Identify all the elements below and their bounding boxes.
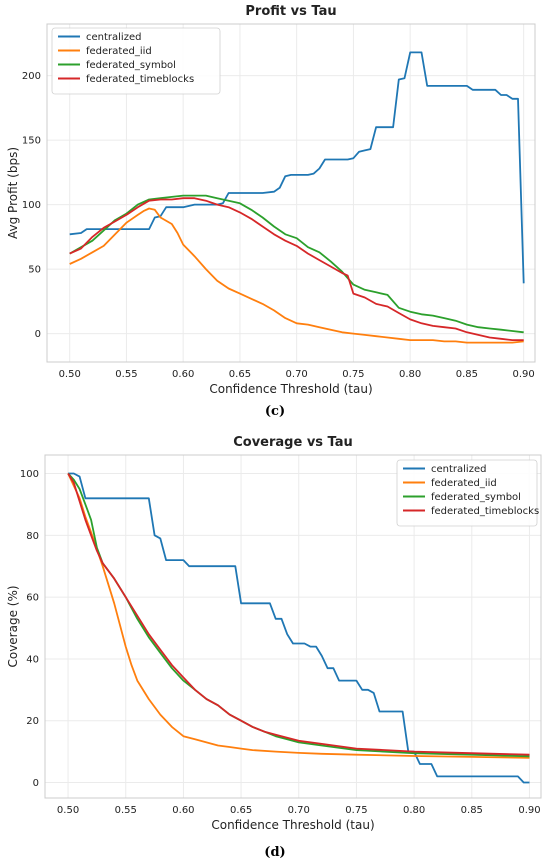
legend-item: federated_iid	[403, 478, 497, 489]
x-tick-label: 0.90	[513, 369, 535, 380]
profit-vs-tau-chart: 0.50 0.55 0.60 0.65 0.70 0.75 0.80 0.85 0.90 0 50 1…	[6, 4, 536, 396]
y-tick-label: 100	[20, 469, 39, 480]
x-tick-label: 0.80	[403, 805, 425, 816]
y-tick-label: 0	[33, 778, 39, 789]
x-tick-label: 0.60	[172, 805, 194, 816]
x-tick-label: 0.55	[115, 369, 137, 380]
legend-label: federated_symbol	[86, 60, 176, 71]
y-tick-label: 200	[22, 71, 41, 82]
legend-item: federated_timeblocks	[58, 74, 194, 85]
x-tick-label: 0.80	[399, 369, 421, 380]
x-tick-label: 0.70	[288, 805, 310, 816]
legend-item: federated_timeblocks	[403, 506, 539, 517]
legend-item: centralized	[403, 464, 486, 475]
x-tick-label: 0.55	[115, 805, 137, 816]
legend: centralized federated_iid federated_symbol…	[396, 459, 539, 527]
plot-frame	[46, 23, 536, 363]
caption-d: (d)	[264, 845, 286, 860]
y-axis-label: Avg Profit (bps)	[6, 147, 20, 239]
x-tick-label: 0.60	[172, 369, 194, 380]
x-tick-label: 0.75	[345, 805, 367, 816]
y-axis-label: Coverage (%)	[6, 585, 20, 667]
x-tick-label: 0.65	[230, 805, 252, 816]
legend-item: federated_iid	[58, 46, 152, 57]
x-tick-label: 0.65	[229, 369, 251, 380]
y-tick-label: 20	[26, 716, 39, 727]
legend-box	[396, 459, 538, 527]
plot-frame	[44, 454, 542, 799]
series-line-centralized	[69, 51, 525, 284]
legend-item: centralized	[58, 32, 141, 43]
x-tick-label: 0.85	[456, 369, 478, 380]
legend-label: federated_symbol	[431, 492, 521, 503]
x-tick-label: 0.50	[57, 805, 79, 816]
legend-label: federated_timeblocks	[431, 506, 539, 517]
y-tick-label: 80	[26, 531, 39, 542]
legend-label: federated_iid	[431, 478, 497, 489]
x-axis-label: Confidence Threshold (tau)	[211, 818, 374, 832]
x-tick-label: 0.90	[518, 805, 540, 816]
legend-item: federated_symbol	[58, 60, 176, 71]
legend-label: centralized	[86, 32, 141, 43]
y-tick-label: 50	[28, 265, 41, 276]
x-axis-label: Confidence Threshold (tau)	[209, 382, 372, 396]
y-tick-label: 60	[26, 593, 39, 604]
series-line-federated-timeblocks	[67, 473, 530, 756]
legend-label: centralized	[431, 464, 486, 475]
x-tick-label: 0.75	[342, 369, 364, 380]
y-tick-label: 100	[22, 200, 41, 211]
legend-box	[51, 27, 221, 95]
y-tick-label: 150	[22, 136, 41, 147]
legend-label: federated_timeblocks	[86, 74, 194, 85]
caption-c: (c)	[264, 404, 286, 419]
series-line-federated-symbol	[69, 194, 524, 334]
legend: centralized federated_iid federated_symbol…	[51, 27, 221, 95]
series-line-federated-iid	[67, 473, 530, 759]
x-tick-label: 0.85	[461, 805, 483, 816]
x-tick-label: 0.50	[59, 369, 81, 380]
profit-chart-panel: 0.50 0.55 0.60 0.65 0.70 0.75 0.80 0.85 0.90 0 50 1…	[0, 0, 550, 404]
coverage-vs-tau-chart: 0.50 0.55 0.60 0.65 0.70 0.75 0.80 0.85 0.90 0 20 4…	[6, 435, 542, 832]
coverage-chart-panel: 0.50 0.55 0.60 0.65 0.70 0.75 0.80 0.85 0.90 0 20 4…	[0, 430, 550, 840]
series-line-centralized	[68, 472, 530, 784]
chart-title: Coverage vs Tau	[233, 435, 353, 450]
x-tick-label: 0.70	[286, 369, 308, 380]
series-line-federated-iid	[69, 207, 524, 344]
chart-title: Profit vs Tau	[245, 4, 336, 19]
y-tick-label: 0	[35, 329, 41, 340]
legend-item: federated_symbol	[403, 492, 521, 503]
y-tick-label: 40	[26, 654, 39, 665]
legend-label: federated_iid	[86, 46, 152, 57]
series-line-federated-timeblocks	[69, 197, 524, 341]
